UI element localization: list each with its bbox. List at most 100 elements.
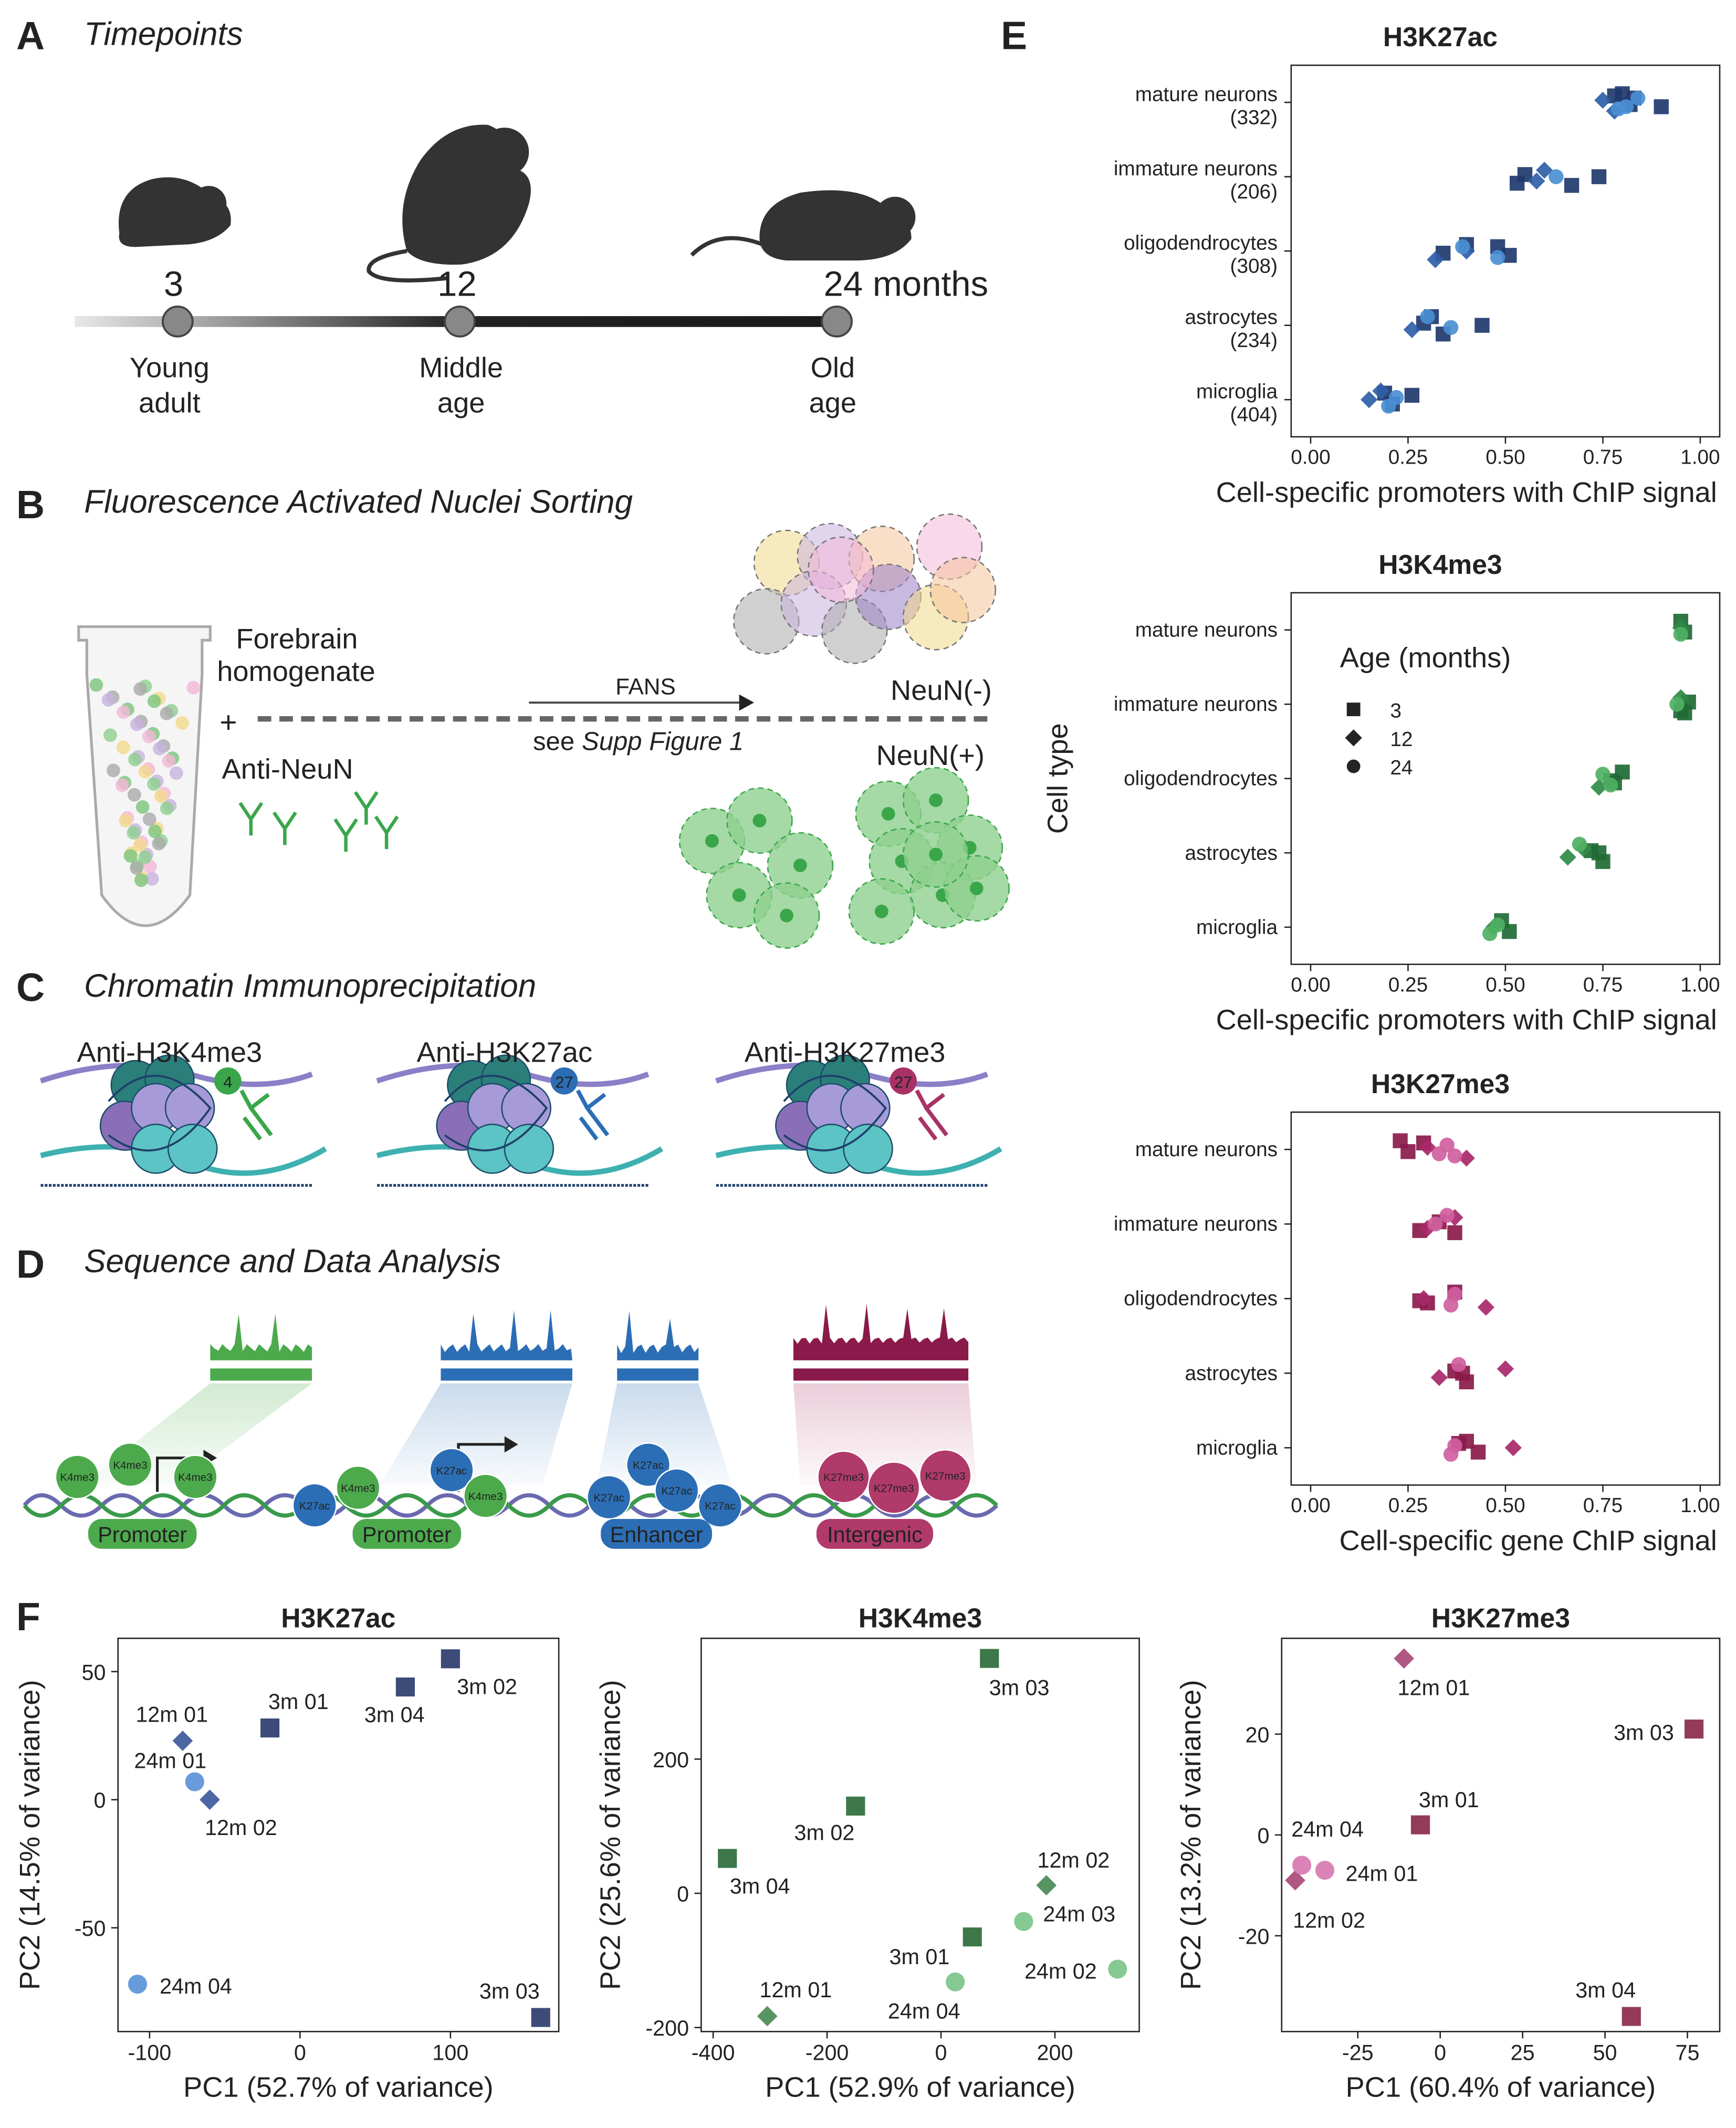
y-tick-label: mature neurons — [1135, 1138, 1278, 1161]
marker — [846, 1796, 865, 1816]
x-tick-label: 0.50 — [1486, 1494, 1525, 1517]
point-label: 3m 04 — [1575, 1978, 1636, 2002]
marker — [1410, 1815, 1430, 1835]
x-tick-label: 200 — [1037, 2041, 1073, 2065]
nucleosome — [429, 1448, 474, 1493]
marker — [1415, 1290, 1432, 1307]
nucleus — [119, 813, 133, 827]
plot-frame — [700, 1638, 1140, 2032]
nucleus — [127, 788, 141, 802]
nucleosomes — [39, 1054, 1002, 1187]
marker — [1014, 1912, 1033, 1931]
positive-core — [881, 807, 895, 821]
note-ref: Supp Figure 1 — [582, 728, 744, 756]
x-tick-label: 1.00 — [1680, 446, 1720, 469]
antibody — [333, 818, 358, 852]
marker — [1036, 1875, 1057, 1896]
plot-frame — [117, 1638, 560, 2032]
nucleus — [135, 800, 150, 814]
nucleosome-label: K4me3 — [113, 1459, 147, 1471]
peak-bar — [441, 1368, 572, 1381]
marker — [1394, 1648, 1415, 1669]
age-label: 12 — [437, 264, 477, 303]
legend-label: 24 — [1390, 757, 1413, 779]
method-label: FANS — [615, 674, 676, 700]
antibody — [273, 811, 297, 845]
x-tick-label: 0.75 — [1583, 1494, 1623, 1517]
y-tick-label: 0 — [1258, 1823, 1270, 1848]
nucleus — [152, 836, 166, 851]
signal-track — [210, 1314, 312, 1360]
point-label: 3m 03 — [989, 1675, 1050, 1700]
positive-core — [752, 813, 767, 827]
point-label: 3m 02 — [457, 1675, 517, 1699]
category-count: (332) — [1230, 106, 1278, 129]
legend-label: 3 — [1390, 700, 1402, 722]
y-tick-label: oligodendrocytes — [1124, 768, 1278, 790]
marker — [1443, 320, 1459, 335]
nucleus — [89, 678, 103, 692]
nucleosome-label: K4me3 — [468, 1491, 503, 1503]
x-axis-label: PC1 (60.4% of variance) — [1346, 2071, 1656, 2103]
point-label: 24m 02 — [1024, 1959, 1097, 1984]
chart-title: H3K4me3 — [1378, 549, 1502, 580]
antibody-label: Anti-H3K27ac — [417, 1037, 593, 1068]
nucleus — [162, 754, 176, 768]
positive-core — [969, 882, 984, 895]
mark — [550, 1067, 578, 1095]
marker — [1315, 1860, 1335, 1880]
nucleus — [107, 763, 120, 778]
antibody — [238, 802, 264, 836]
mark — [214, 1067, 242, 1095]
marker — [757, 2006, 778, 2027]
histone — [504, 1124, 555, 1174]
marker — [441, 1649, 460, 1669]
age-label: 24 months — [824, 264, 989, 303]
nucleus — [103, 728, 117, 742]
antibody — [374, 815, 399, 850]
marker — [395, 1677, 415, 1697]
marker — [1428, 1217, 1443, 1232]
point-label: 3m 02 — [794, 1820, 854, 1844]
point-label: 3m 01 — [890, 1945, 950, 1969]
x-tick-label: 0.25 — [1388, 973, 1428, 996]
nucleus — [147, 694, 161, 708]
y-tick-label: immature neurons — [1114, 693, 1278, 716]
stage-label: Old — [811, 352, 855, 383]
marker — [1455, 239, 1470, 255]
x-tick-label: 0.25 — [1388, 1494, 1428, 1517]
region-pill — [352, 1519, 462, 1549]
marker — [1559, 848, 1576, 866]
marker — [172, 1731, 193, 1751]
peak-bar — [793, 1368, 969, 1381]
y-axis-label: PC2 (25.6% of variance) — [594, 1680, 626, 1990]
marker — [1388, 390, 1404, 405]
x-axis-label: PC1 (52.9% of variance) — [765, 2071, 1075, 2103]
point-label: 24m 03 — [1043, 1902, 1115, 1926]
positive-label: NeuN(+) — [876, 740, 985, 771]
y-tick-label: astrocytes — [1185, 842, 1278, 864]
nucleosome — [292, 1483, 337, 1528]
nucleus — [130, 861, 144, 875]
marker — [1345, 729, 1362, 747]
y-tick-label: -50 — [75, 1916, 106, 1941]
marker — [1603, 778, 1618, 793]
point-label: 24m 04 — [888, 1999, 960, 2023]
nucleus — [160, 801, 174, 815]
nucleosome — [55, 1454, 100, 1500]
marker — [1630, 90, 1646, 106]
x-tick-label: -100 — [128, 2041, 172, 2065]
y-tick-label: 50 — [82, 1660, 106, 1684]
stage-label: Young — [130, 352, 210, 383]
marker — [1474, 318, 1490, 333]
category-count: (206) — [1230, 181, 1278, 203]
mice — [118, 124, 916, 282]
peak-bar — [617, 1368, 699, 1381]
y-axis-label: Cell type — [1042, 723, 1074, 834]
y-tick-label: 20 — [1246, 1723, 1270, 1747]
marker — [1451, 1357, 1467, 1372]
positive-core — [705, 834, 719, 848]
x-tick-label: 50 — [1593, 2041, 1617, 2065]
y-tick-label: 0 — [677, 1882, 689, 1906]
x-tick-label: -400 — [692, 2041, 735, 2065]
